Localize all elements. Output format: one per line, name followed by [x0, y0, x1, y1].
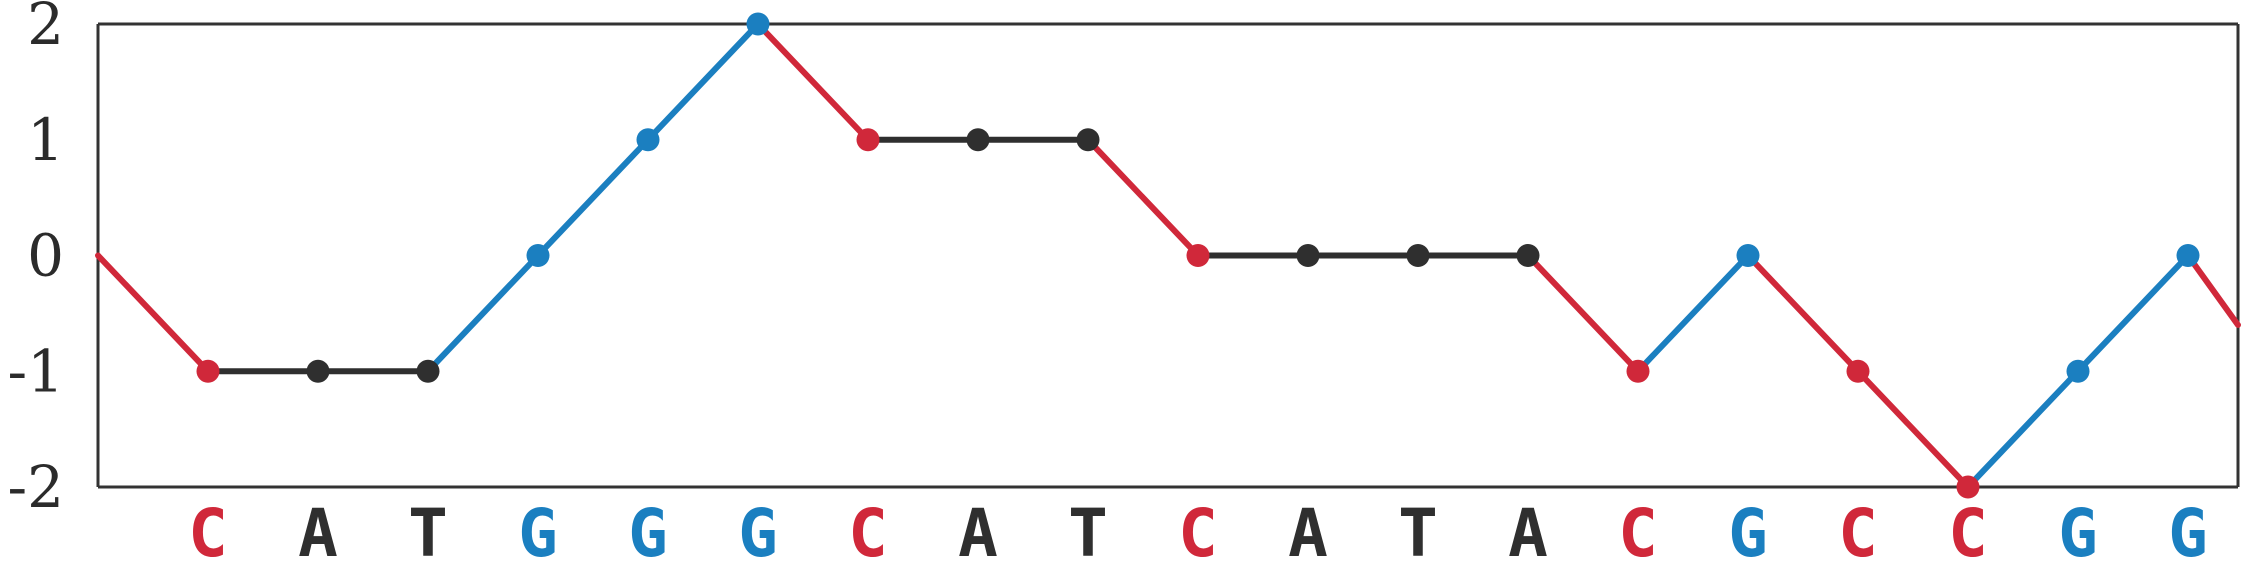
base-label: C [1618, 495, 1658, 570]
data-point [1626, 359, 1650, 383]
base-label: C [1838, 495, 1878, 570]
data-point [1736, 244, 1760, 267]
series-segment [1965, 368, 2081, 490]
y-tick-label: 0 [27, 222, 64, 290]
plot-frame [96, 22, 2240, 489]
y-tick-label: 2 [27, 0, 64, 58]
data-point [2066, 359, 2090, 383]
y-tick-label: 1 [27, 106, 64, 174]
series-lines [95, 21, 2241, 490]
data-point [966, 128, 990, 152]
base-label: A [958, 495, 998, 570]
y-tick-label: -2 [8, 453, 65, 521]
data-point [1296, 244, 1320, 267]
base-label: G [738, 495, 778, 570]
base-label: C [188, 495, 228, 570]
base-label: C [1178, 495, 1218, 570]
series-segment [1085, 136, 1201, 259]
series-points [196, 12, 2200, 499]
base-label: C [1948, 495, 1988, 570]
series-segment [1855, 368, 1971, 490]
base-label: C [848, 495, 888, 570]
base-label: T [1398, 495, 1438, 570]
series-segment [2075, 252, 2191, 375]
series-segment [535, 136, 651, 259]
data-point [1956, 475, 1980, 499]
data-point [636, 128, 660, 152]
series-segment [2185, 252, 2241, 328]
data-point [1076, 128, 1100, 152]
data-point [746, 12, 770, 36]
data-point [526, 244, 550, 267]
base-label: A [1508, 495, 1548, 570]
series-segment [1525, 252, 1641, 375]
base-label: T [1068, 495, 1108, 570]
base-label: G [1728, 495, 1768, 570]
series-segment [1745, 252, 1861, 375]
data-point [1516, 244, 1540, 267]
base-label: T [408, 495, 448, 570]
base-label: G [2058, 495, 2098, 570]
data-point [196, 359, 220, 383]
data-point [306, 359, 330, 383]
base-label: A [1288, 495, 1328, 570]
series-segment [425, 252, 541, 375]
base-label: G [628, 495, 668, 570]
y-axis-ticks: 2 1 0 -1 -2 [8, 0, 65, 521]
data-point [2176, 244, 2200, 267]
base-label: A [298, 495, 338, 570]
data-point [1186, 244, 1210, 267]
base-label: G [2168, 495, 2208, 570]
base-label: G [518, 495, 558, 570]
data-point [416, 359, 440, 383]
y-tick-label: -1 [8, 337, 65, 405]
data-point [856, 128, 880, 152]
data-point [1846, 359, 1870, 383]
series-segment [645, 21, 761, 143]
series-segment [755, 21, 871, 143]
series-segment [1635, 252, 1751, 375]
data-point [1406, 244, 1430, 267]
series-segment [95, 252, 211, 375]
